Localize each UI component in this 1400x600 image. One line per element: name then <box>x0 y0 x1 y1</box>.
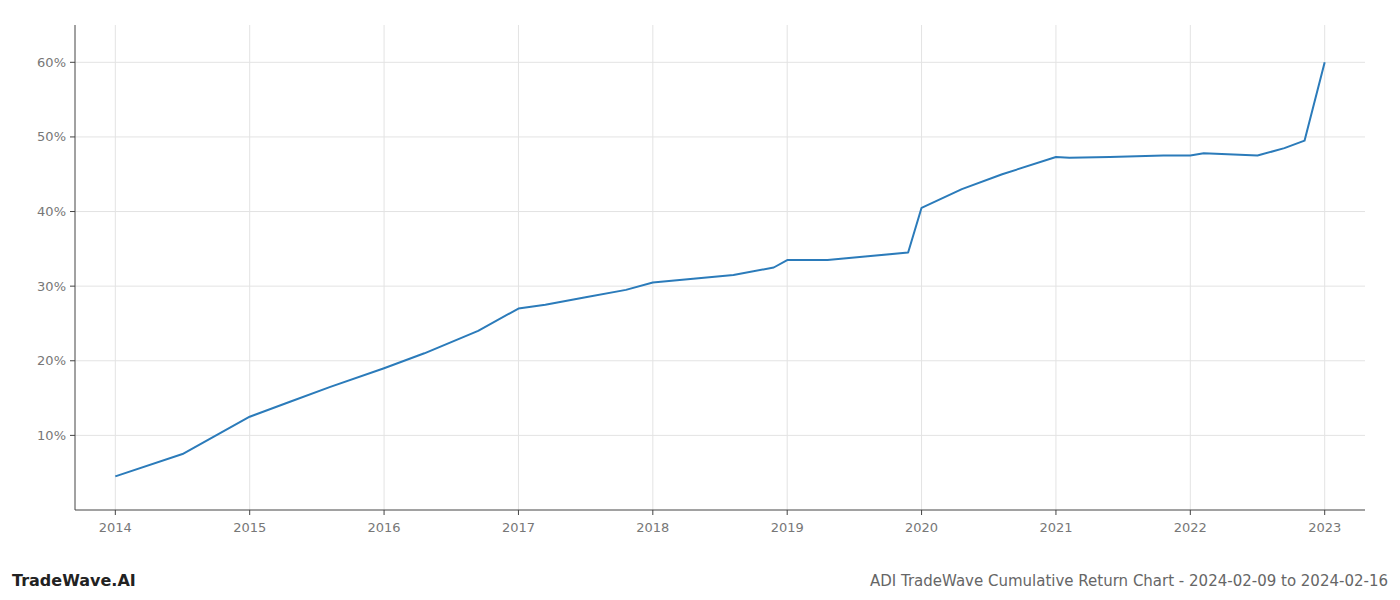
x-tick <box>249 510 250 515</box>
grid-line-x <box>115 25 116 510</box>
x-tick <box>115 510 116 515</box>
x-tick-label: 2021 <box>1039 520 1072 535</box>
grid-line-y <box>75 286 1365 287</box>
x-tick <box>1055 510 1056 515</box>
x-tick <box>1324 510 1325 515</box>
x-tick <box>787 510 788 515</box>
x-tick <box>921 510 922 515</box>
y-tick <box>70 360 75 361</box>
x-tick-label: 2014 <box>99 520 132 535</box>
y-tick <box>70 136 75 137</box>
x-tick-label: 2017 <box>502 520 535 535</box>
x-tick <box>518 510 519 515</box>
y-tick-label: 20% <box>37 353 66 368</box>
grid <box>75 25 1365 510</box>
x-tick <box>384 510 385 515</box>
grid-line-y <box>75 62 1365 63</box>
x-tick-label: 2023 <box>1308 520 1341 535</box>
data-line <box>115 62 1324 476</box>
grid-line-x <box>384 25 385 510</box>
grid-line-x <box>921 25 922 510</box>
x-tick-label: 2018 <box>636 520 669 535</box>
title: ADI TradeWave Cumulative Return Chart - … <box>870 572 1388 590</box>
plot-area <box>115 62 1324 476</box>
grid-line-x <box>787 25 788 510</box>
axes: 2014 2015 2016 2017 2018 2019 2020 2021 2022 2023… <box>37 55 1341 535</box>
x-tick-label: 2016 <box>368 520 401 535</box>
x-axis-line <box>75 510 1365 511</box>
y-tick <box>70 286 75 287</box>
grid-line-y <box>75 211 1365 212</box>
y-tick-label: 40% <box>37 204 66 219</box>
x-tick-label: 2022 <box>1174 520 1207 535</box>
watermark: TradeWave.AI <box>12 571 136 590</box>
x-tick-label: 2019 <box>771 520 804 535</box>
grid-line-x <box>249 25 250 510</box>
y-tick <box>70 211 75 212</box>
x-tick-label: 2015 <box>233 520 266 535</box>
y-axis-line <box>75 25 76 510</box>
grid-line-x <box>1324 25 1325 510</box>
grid-line-x <box>652 25 653 510</box>
grid-line-x <box>1055 25 1056 510</box>
y-tick <box>70 62 75 63</box>
y-tick <box>70 435 75 436</box>
y-tick-label: 60% <box>37 55 66 70</box>
grid-line-y <box>75 435 1365 436</box>
grid-line-x <box>518 25 519 510</box>
x-tick-label: 2020 <box>905 520 938 535</box>
y-tick-label: 30% <box>37 279 66 294</box>
grid-line-y <box>75 136 1365 137</box>
grid-line-x <box>1190 25 1191 510</box>
x-tick <box>652 510 653 515</box>
grid-line-y <box>75 360 1365 361</box>
chart: 2014 2015 2016 2017 2018 2019 2020 2021 2022 2023… <box>0 0 1400 600</box>
y-tick-label: 50% <box>37 129 66 144</box>
x-tick <box>1190 510 1191 515</box>
y-tick-label: 10% <box>37 428 66 443</box>
